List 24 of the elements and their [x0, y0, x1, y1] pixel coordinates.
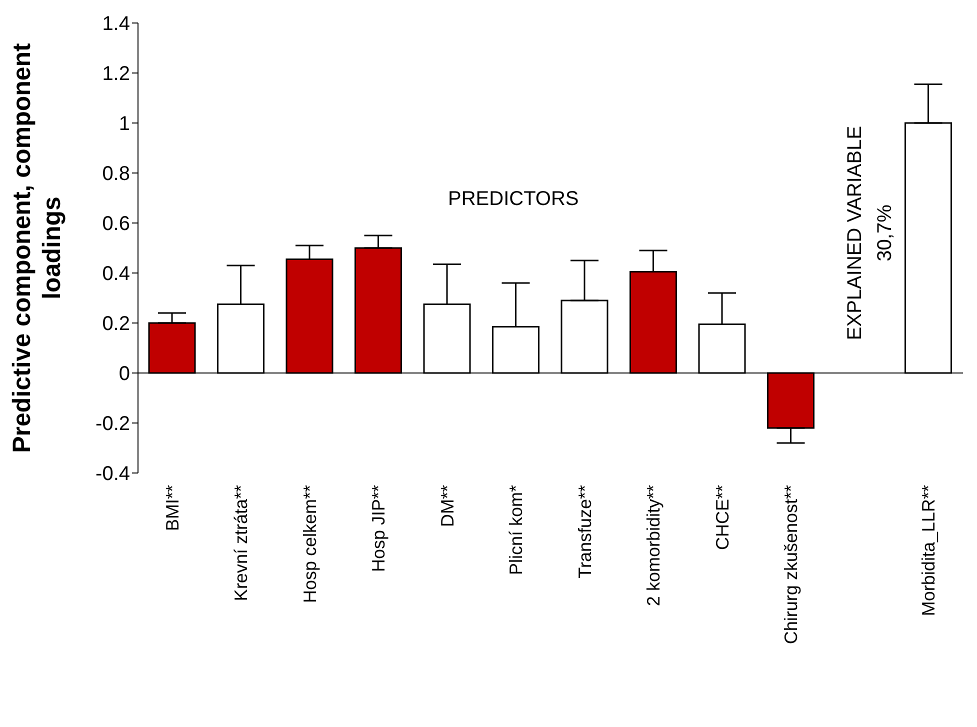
x-tick-label: Hosp JIP** [368, 485, 389, 572]
y-tick-label: 1 [118, 113, 130, 136]
y-tick-label: 0.2 [102, 313, 130, 336]
y-tick-label: 0.6 [102, 213, 130, 236]
y-tick-label: -0.4 [96, 463, 130, 486]
x-tick-label: Krevní ztráta** [231, 485, 252, 602]
x-tick-label: CHCE** [712, 485, 732, 550]
y-tick-label: 1.4 [102, 13, 130, 36]
y-tick-label: 1.2 [102, 63, 130, 86]
x-tick-label: BMI** [162, 485, 182, 532]
x-tick-label: Plicní kom* [506, 485, 526, 576]
y-tick-label: 0.4 [102, 263, 130, 286]
y-tick-label: 0 [118, 363, 130, 386]
y-tick-label: -0.2 [96, 413, 130, 436]
predictors-note: PREDICTORS [448, 188, 579, 211]
x-tick-label: DM** [437, 485, 458, 528]
x-tick-label: Morbidita_LLR** [918, 485, 939, 616]
x-tick-label: 2 komorbidity** [644, 485, 664, 606]
annotation: EXPLAINED VARIABLE 30,7% [843, 124, 897, 342]
x-tick-label: Hosp celkem** [300, 485, 320, 604]
y-tick-label: 0.8 [102, 163, 130, 186]
x-tick-label: Chirurg zkušenost** [781, 485, 802, 644]
y-axis-title: Predictive component, component loadings [8, 42, 66, 453]
x-tick-label: Transfuze** [574, 485, 595, 578]
